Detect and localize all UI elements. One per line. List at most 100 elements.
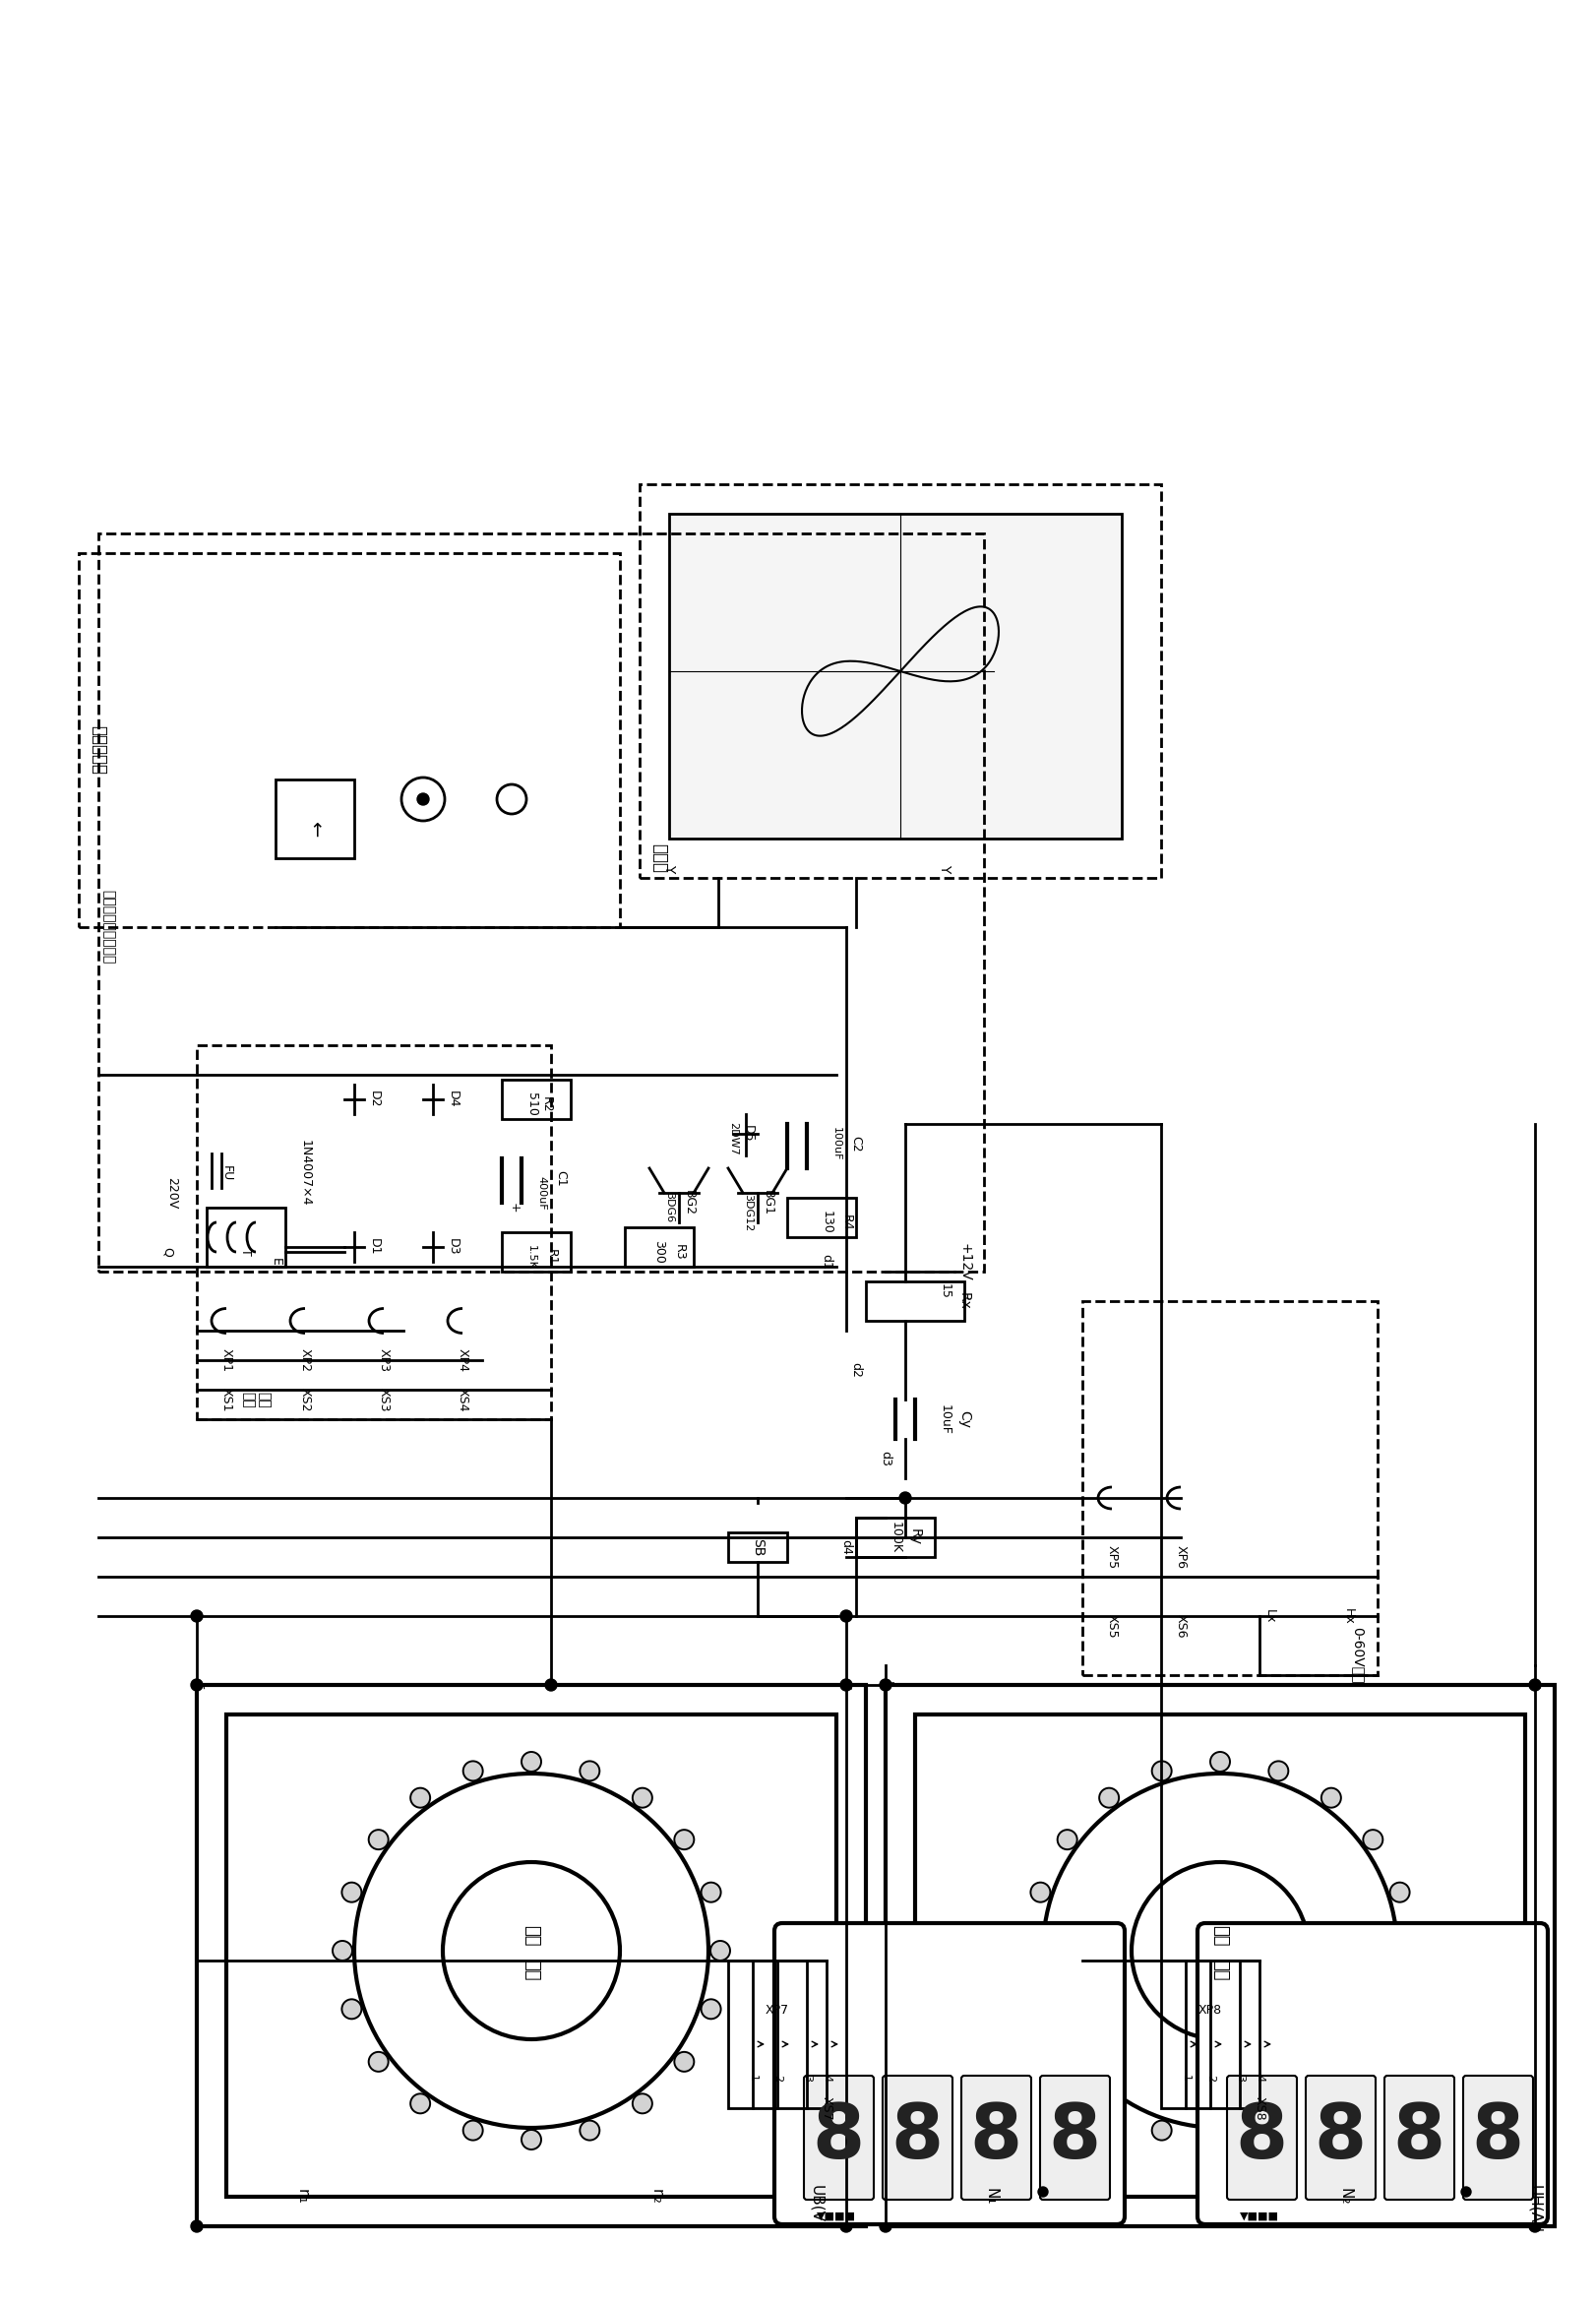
Text: XS1: XS1 <box>220 1388 233 1411</box>
Text: 3DG6: 3DG6 <box>664 1192 674 1224</box>
Circle shape <box>1021 1941 1041 1962</box>
Text: 100uF: 100uF <box>832 1127 841 1162</box>
Circle shape <box>1210 1752 1231 1773</box>
Circle shape <box>1321 1789 1341 1807</box>
Bar <box>78 553 619 927</box>
Text: d: d <box>1527 2222 1542 2231</box>
Circle shape <box>192 1678 203 1692</box>
Circle shape <box>463 2121 484 2141</box>
Text: 8: 8 <box>970 2102 1021 2174</box>
Text: ▼■■■: ▼■■■ <box>1240 2210 1278 2222</box>
Text: a: a <box>879 2222 892 2231</box>
Circle shape <box>701 1998 721 2019</box>
Circle shape <box>900 1491 911 1503</box>
Text: 220V: 220V <box>166 1178 179 1208</box>
Bar <box>728 1533 787 1563</box>
Text: 15: 15 <box>938 1284 951 1300</box>
Text: Lx: Lx <box>1262 1609 1275 1623</box>
Text: 130: 130 <box>820 1210 833 1233</box>
Circle shape <box>1100 2093 1119 2114</box>
FancyBboxPatch shape <box>1464 2077 1534 2199</box>
Circle shape <box>1031 1883 1050 1902</box>
Text: 信号
输出: 信号 输出 <box>241 1392 271 1408</box>
Circle shape <box>522 2130 541 2151</box>
Text: XP7: XP7 <box>766 2003 788 2017</box>
Text: XP1: XP1 <box>220 1348 233 1371</box>
Text: Y: Y <box>938 864 951 871</box>
Text: +: + <box>508 1203 520 1212</box>
Circle shape <box>1462 2187 1472 2197</box>
Circle shape <box>632 2093 653 2114</box>
Bar <box>196 1685 867 2227</box>
Circle shape <box>463 1761 484 1782</box>
Text: D1: D1 <box>367 1238 380 1256</box>
Text: E: E <box>270 1259 282 1265</box>
Text: R1: R1 <box>544 1249 557 1265</box>
Text: ▼■■■: ▼■■■ <box>817 2210 855 2222</box>
Circle shape <box>675 1830 694 1849</box>
Text: b: b <box>879 1680 892 1690</box>
Text: 510: 510 <box>525 1093 538 1116</box>
FancyBboxPatch shape <box>804 2077 873 2199</box>
Circle shape <box>1058 2051 1077 2072</box>
Text: 数字电压表供电电路: 数字电压表供电电路 <box>102 890 115 963</box>
Text: d4: d4 <box>839 1540 852 1556</box>
Bar <box>640 484 1160 878</box>
Circle shape <box>879 1678 892 1692</box>
Text: 8: 8 <box>891 2102 943 2174</box>
Circle shape <box>1269 1761 1288 1782</box>
Circle shape <box>1321 2093 1341 2114</box>
Text: SB: SB <box>750 1537 764 1556</box>
Text: Hx: Hx <box>1342 1609 1355 1625</box>
Text: 0-60V输入: 0-60V输入 <box>1350 1627 1365 1683</box>
Text: 信号发生器: 信号发生器 <box>89 726 107 774</box>
Text: XS7: XS7 <box>820 2095 833 2121</box>
Bar <box>99 532 985 1272</box>
Circle shape <box>675 2051 694 2072</box>
Circle shape <box>710 1941 729 1962</box>
Text: c: c <box>1527 1680 1542 1690</box>
Text: 300: 300 <box>653 1240 666 1263</box>
Text: 4: 4 <box>822 2074 832 2081</box>
Circle shape <box>1363 1830 1382 1849</box>
Text: XP6: XP6 <box>1175 1544 1187 1570</box>
Circle shape <box>417 793 429 804</box>
Text: D5: D5 <box>742 1125 755 1143</box>
Text: XP2: XP2 <box>298 1348 311 1371</box>
Text: 1.5K: 1.5K <box>527 1245 536 1270</box>
Circle shape <box>192 2220 203 2231</box>
Text: 样品: 样品 <box>522 1959 539 1980</box>
Text: 硬磁: 硬磁 <box>1211 1925 1229 1945</box>
Text: 3DG12: 3DG12 <box>742 1194 753 1231</box>
Text: 8: 8 <box>1314 2102 1366 2174</box>
Circle shape <box>1100 1789 1119 1807</box>
Circle shape <box>1037 2187 1049 2197</box>
Text: UH(A): UH(A) <box>1527 2185 1542 2229</box>
Text: XS6: XS6 <box>1175 1613 1187 1639</box>
Circle shape <box>841 2220 852 2231</box>
Text: 2: 2 <box>772 2074 782 2081</box>
Circle shape <box>1152 2121 1171 2141</box>
Text: C2: C2 <box>849 1136 862 1152</box>
Text: 2DW7: 2DW7 <box>728 1123 737 1155</box>
Bar <box>227 1715 836 2197</box>
Bar <box>855 1517 935 1556</box>
FancyBboxPatch shape <box>1306 2077 1376 2199</box>
Text: BG2: BG2 <box>683 1189 696 1215</box>
Bar <box>501 1233 571 1272</box>
Circle shape <box>369 1830 388 1849</box>
Bar <box>206 1208 286 1268</box>
Bar <box>196 1044 551 1420</box>
Circle shape <box>546 1678 557 1692</box>
Text: 样品: 样品 <box>1211 1959 1229 1980</box>
Text: D4: D4 <box>447 1090 460 1109</box>
Text: BG1: BG1 <box>761 1189 774 1215</box>
Text: ←: ← <box>305 821 324 837</box>
Circle shape <box>1031 1998 1050 2019</box>
Text: n₂: n₂ <box>650 2190 664 2204</box>
Text: Y: Y <box>662 864 677 871</box>
Bar <box>728 1962 827 2109</box>
Circle shape <box>1390 1883 1409 1902</box>
Text: d3: d3 <box>879 1450 892 1466</box>
Circle shape <box>841 1678 852 1692</box>
